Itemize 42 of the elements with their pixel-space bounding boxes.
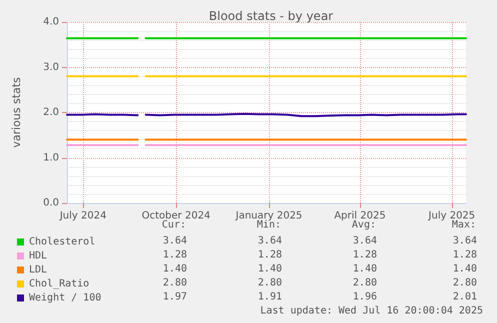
x-tick-label: October 2024	[142, 210, 210, 222]
text: 1.40	[258, 264, 282, 274]
text: Max:	[452, 220, 476, 230]
y-axis-title: various stats	[10, 76, 23, 148]
text: 1.40	[162, 264, 187, 274]
text: 3.64	[258, 236, 282, 246]
text: 3.64	[352, 236, 377, 246]
text: Cur:	[162, 220, 186, 230]
text: 2.80	[258, 278, 282, 288]
y-tick-label: 0.0	[43, 198, 59, 208]
y-tick-label: 1.0	[43, 152, 59, 164]
chart-title: Blood stats - by year	[208, 9, 334, 23]
x-tick-label: April 2025	[334, 210, 386, 222]
text: 1.40	[452, 264, 477, 274]
text: 3.64	[162, 236, 187, 246]
text: 1.28	[258, 250, 282, 260]
legend-label: LDL	[29, 264, 48, 276]
legend-label: HDL	[29, 250, 48, 262]
text: 2.01	[452, 292, 477, 302]
text: Min:	[256, 220, 281, 230]
text: 1.91	[258, 292, 282, 302]
text: 2.80	[162, 278, 187, 288]
text: 2.80	[352, 278, 377, 288]
y-tick-label: 4.0	[43, 16, 59, 28]
x-tick-label: July 2024	[58, 210, 106, 222]
legend-label: Chol_Ratio	[29, 278, 90, 290]
legend-label: Cholesterol	[29, 236, 96, 248]
y-tick-label: 3.0	[43, 62, 59, 73]
text: 1.96	[352, 292, 377, 302]
legend-label: Weight / 100	[29, 292, 102, 304]
text: 1.28	[452, 250, 477, 260]
x-tick-label: January 2025	[234, 210, 302, 222]
text: 1.97	[162, 292, 187, 302]
text: 2.80	[452, 278, 477, 288]
y-tick-label: 2.0	[43, 107, 59, 118]
text: Avg:	[352, 220, 376, 230]
text: 3.64	[452, 236, 477, 246]
text: Last update: Wed Jul 16 20:00:04 2025	[260, 306, 483, 316]
text: 1.28	[352, 250, 377, 260]
x-tick-label: July 2025	[428, 210, 476, 222]
text: 1.40	[352, 264, 377, 274]
text: 1.28	[162, 250, 187, 260]
